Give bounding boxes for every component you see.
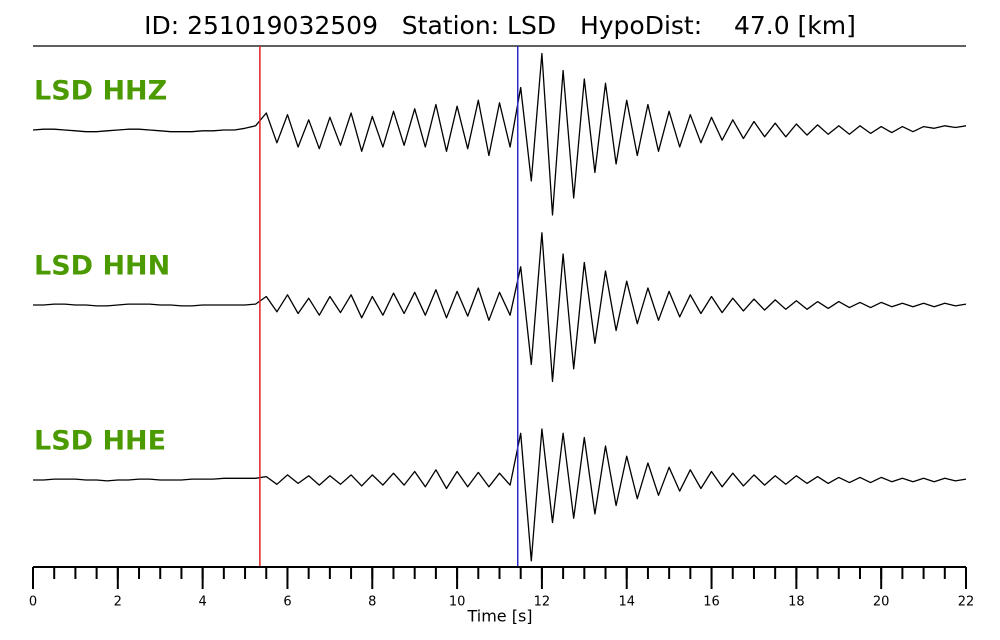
x-tick-label: 22 [958, 595, 975, 610]
x-tick-label: 8 [368, 595, 376, 610]
x-tick-label: 10 [449, 595, 466, 610]
waveform [33, 428, 967, 562]
x-tick-label: 16 [703, 595, 720, 610]
trace-label: LSD HHZ [34, 76, 167, 107]
x-tick-label: 20 [873, 595, 890, 610]
x-tick-label: 18 [788, 595, 805, 610]
x-tick-label: 4 [198, 595, 206, 610]
waveform [32, 52, 967, 216]
trace-label: LSD HHN [34, 251, 170, 282]
x-tick-label: 0 [29, 595, 37, 610]
waveform [33, 232, 967, 383]
x-tick-label: 12 [534, 595, 551, 610]
trace-label: LSD HHE [34, 426, 166, 457]
chart-title: ID: 251019032509 Station: LSD HypoDist: … [144, 11, 856, 40]
x-tick-label: 14 [618, 595, 635, 610]
x-tick-label: 6 [283, 595, 291, 610]
x-tick-label: 2 [114, 595, 122, 610]
x-axis-label: Time [s] [466, 607, 532, 626]
